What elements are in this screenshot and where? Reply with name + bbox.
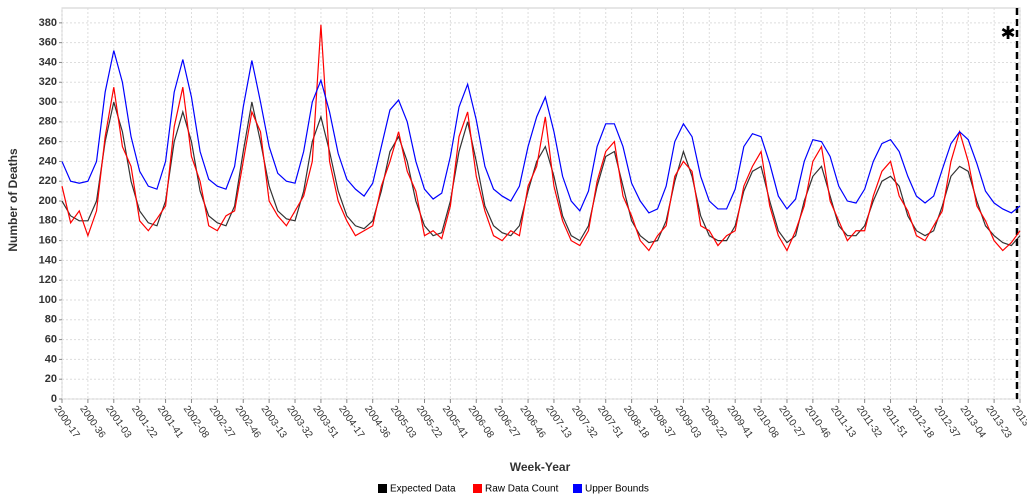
series-line <box>61 24 1021 252</box>
y-tick-label: 0 <box>51 393 57 405</box>
y-tick-label: 320 <box>39 76 57 88</box>
y-tick-label: 180 <box>39 215 57 227</box>
legend-swatch <box>573 484 582 493</box>
x-tick-label: 2011-32 <box>854 404 884 440</box>
y-tick-label: 80 <box>45 314 57 326</box>
y-tick-label: 220 <box>39 175 57 187</box>
x-tick-label: 2011-13 <box>828 404 858 440</box>
y-tick-label: 280 <box>39 116 57 128</box>
y-tick-label: 100 <box>39 294 57 306</box>
x-axis-label: Week-Year <box>510 460 571 474</box>
y-tick-label: 340 <box>39 56 57 68</box>
annotation: ✱ <box>1000 23 1015 43</box>
plot-area <box>61 7 1021 400</box>
y-tick-label: 300 <box>39 96 57 108</box>
legend-swatch <box>473 484 482 493</box>
y-tick-label: 60 <box>45 334 57 346</box>
y-tick-label: 120 <box>39 274 57 286</box>
y-tick-label: 20 <box>45 373 57 385</box>
y-tick-label: 380 <box>39 17 57 29</box>
y-tick-label: 240 <box>39 155 57 167</box>
legend-label: Upper Bounds <box>585 484 649 495</box>
legend-swatch <box>378 484 387 493</box>
y-tick-label: 140 <box>39 254 57 266</box>
y-tick-label: 360 <box>39 37 57 49</box>
y-tick-label: 160 <box>39 235 57 247</box>
series-line <box>61 50 1021 214</box>
y-axis-label: Number of Deaths <box>6 148 20 252</box>
legend-label: Expected Data <box>390 484 456 495</box>
y-tick-label: 200 <box>39 195 57 207</box>
y-tick-label: 260 <box>39 136 57 148</box>
x-tick-label: 2011-51 <box>880 404 910 440</box>
y-tick-label: 40 <box>45 353 57 365</box>
legend-label: Raw Data Count <box>485 484 559 495</box>
x-tick-label: 2013- <box>1009 404 1027 431</box>
